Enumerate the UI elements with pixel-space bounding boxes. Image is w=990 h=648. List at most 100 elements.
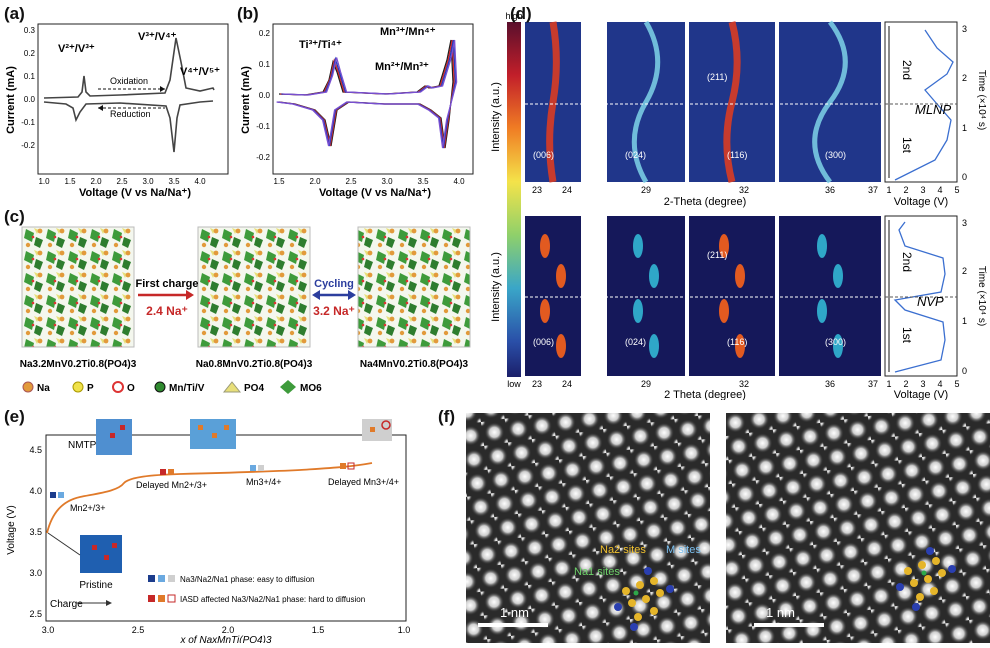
panel-e-voltage-chart: Voltage (V) 4.5 4.0 3.5 3.0 2.5 3.0 2.5 … bbox=[6, 419, 410, 646]
panel-b-xlabel: Voltage (V vs Na/Na⁺) bbox=[319, 187, 431, 199]
site-overlay-right bbox=[896, 547, 956, 611]
xrd-peak-spot bbox=[540, 234, 550, 258]
second-top: 2nd bbox=[900, 60, 914, 80]
tick: 2 bbox=[903, 379, 908, 389]
tick: 0.1 bbox=[24, 72, 36, 81]
panel-f-label: (f) bbox=[438, 407, 455, 426]
cycling-label: Cycling bbox=[314, 278, 354, 290]
colorbar-low: low bbox=[507, 379, 521, 389]
panel-d: (d) high low Intensity (a.u.) Intensity bbox=[485, 0, 990, 401]
xrd-peak-trace bbox=[723, 21, 741, 183]
legend-mn-icon bbox=[154, 381, 166, 393]
legend-p-icon bbox=[72, 381, 84, 393]
ann-na1-sites: Na1 sites bbox=[574, 566, 620, 578]
xrd-peak-trace bbox=[546, 21, 560, 183]
panel-e: (e) Voltage (V) 4.5 4.0 3.5 3.0 2.5 3.0 … bbox=[0, 405, 430, 646]
tick: -0.1 bbox=[256, 122, 270, 131]
panel-e-xlabel: x of NaxMnTi(PO4)3 bbox=[179, 635, 271, 643]
legend-mn: Mn/Ti/V bbox=[169, 383, 205, 394]
panel-d-operando-xrd: high low Intensity (a.u.) Intensity (a.u… bbox=[490, 11, 987, 401]
tick: 1.0 bbox=[38, 177, 50, 186]
panel-d-heatmaps bbox=[525, 20, 881, 376]
cycling-value: 3.2 Na⁺ bbox=[313, 304, 355, 318]
xrd-peak-spot bbox=[833, 264, 843, 288]
xrd-peak-spot bbox=[833, 334, 843, 358]
xrd-peak-spot bbox=[649, 264, 659, 288]
refl-116-top: (116) bbox=[727, 150, 747, 160]
colorbar-label-bottom: Intensity (a.u.) bbox=[490, 252, 502, 322]
ann-mn23: Mn2+/3+ bbox=[70, 503, 106, 513]
panel-e-ylabel: Voltage (V) bbox=[6, 505, 17, 554]
ann-v34: V³⁺/V⁴⁺ bbox=[138, 31, 177, 43]
pristine-grid bbox=[80, 535, 122, 573]
panel-a-cv-curve bbox=[43, 37, 215, 153]
panel-a-ylabel: Current (mA) bbox=[5, 66, 17, 134]
xrd-peak-trace bbox=[631, 20, 661, 184]
refl-024-top: (024) bbox=[625, 150, 646, 160]
panel-a-xlabel: Voltage (V vs Na/Na⁺) bbox=[79, 187, 191, 199]
panel-b-cv-chart: Current (mA) Voltage (V vs Na/Na⁺) 1.5 2… bbox=[240, 23, 474, 199]
tick: 2.5 bbox=[132, 625, 145, 635]
tick: 1 bbox=[962, 123, 967, 133]
ann-m-sites: M sites bbox=[666, 544, 701, 556]
formula-left: Na3.2MnV0.2Ti0.8(PO4)3 bbox=[20, 359, 137, 370]
tick: 4 bbox=[937, 185, 942, 195]
site-overlay-left bbox=[614, 567, 674, 631]
tick: 3 bbox=[962, 24, 967, 34]
tick: 32 bbox=[739, 379, 749, 389]
first-bottom: 1st bbox=[900, 327, 914, 344]
material-mlnp: MLNP bbox=[915, 102, 951, 117]
tick: 3 bbox=[962, 218, 967, 228]
tick: 36 bbox=[825, 185, 835, 195]
legend-po4: PO4 bbox=[244, 383, 264, 394]
tick: 0.3 bbox=[24, 26, 36, 35]
stem-image-right bbox=[726, 413, 990, 643]
second-bottom: 2nd bbox=[900, 252, 914, 272]
xrd-heatmap-block bbox=[689, 216, 775, 376]
colorbar bbox=[507, 22, 521, 377]
tick: 24 bbox=[562, 379, 572, 389]
tick: 1.5 bbox=[312, 625, 325, 635]
refl-300-top: (300) bbox=[825, 150, 846, 160]
xrd-peak-trace bbox=[812, 20, 848, 184]
tick: 37 bbox=[868, 379, 878, 389]
tick: -0.2 bbox=[256, 153, 270, 162]
cv-cycle-curve bbox=[276, 39, 458, 149]
tick: 4 bbox=[937, 379, 942, 389]
panel-b-label: (b) bbox=[237, 4, 259, 23]
tick: 5 bbox=[954, 185, 959, 195]
legend-p: P bbox=[87, 383, 94, 394]
voltage-label-top: Voltage (V) bbox=[894, 196, 948, 208]
ann-mn34: Mn³⁺/Mn⁴⁺ bbox=[380, 26, 436, 38]
colorbar-label-top: Intensity (a.u.) bbox=[490, 82, 502, 152]
tick: 0.0 bbox=[24, 95, 36, 104]
ann-mn23: Mn²⁺/Mn³⁺ bbox=[375, 61, 429, 73]
panel-d-label: (d) bbox=[510, 4, 532, 23]
xrd-peak-spot bbox=[735, 334, 745, 358]
legend-mo6-icon bbox=[280, 380, 296, 394]
panel-b-cv-curves bbox=[276, 39, 458, 149]
tick: 2.0 bbox=[222, 625, 235, 635]
xrd-peak-spot bbox=[633, 299, 643, 323]
legend-o: O bbox=[127, 383, 135, 394]
tick: 1.5 bbox=[64, 177, 76, 186]
tick: 2 bbox=[962, 266, 967, 276]
tick: 2.5 bbox=[29, 609, 42, 619]
ann-oxidation: Oxidation bbox=[110, 76, 148, 86]
xrd-peak-spot bbox=[556, 264, 566, 288]
bottom-xlabel: 2 Theta (degree) bbox=[664, 389, 746, 400]
cv-cycle-curve bbox=[277, 39, 457, 149]
tick: 3 bbox=[920, 379, 925, 389]
tick: 3.5 bbox=[417, 177, 429, 186]
voltage-trace bbox=[894, 29, 954, 181]
xrd-peak-spot bbox=[719, 234, 729, 258]
cv-cycle-curve bbox=[278, 39, 454, 149]
delayed-mn23-grid bbox=[190, 419, 236, 449]
voltage-label-bottom: Voltage (V) bbox=[894, 389, 948, 400]
panel-e-legend: Na3/Na2/Na1 phase: easy to diffusion IAS… bbox=[148, 575, 365, 604]
tick: -0.2 bbox=[21, 141, 35, 150]
ann-v45: V⁴⁺/V⁵⁺ bbox=[180, 66, 220, 78]
tick: 1 bbox=[886, 185, 891, 195]
first-charge-arrow bbox=[186, 290, 194, 300]
xrd-heatmap-block bbox=[525, 216, 581, 376]
